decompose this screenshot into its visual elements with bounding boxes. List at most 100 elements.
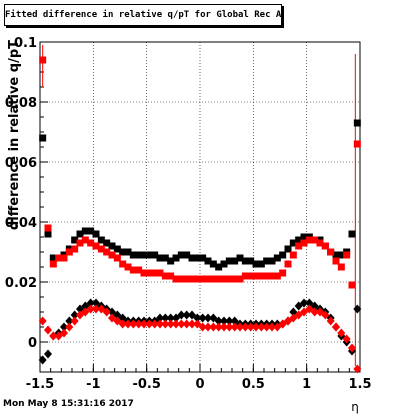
- series-3-point: [156, 313, 164, 323]
- series-2-point: [321, 242, 329, 250]
- series-1-point: [97, 236, 105, 244]
- series-1-point: [273, 254, 281, 262]
- series-4-point: [134, 319, 143, 329]
- series-2-point: [225, 275, 233, 283]
- series-4-point: [188, 319, 196, 329]
- series-4-point: [204, 322, 212, 332]
- series-1-point: [129, 251, 137, 259]
- series-1-point: [247, 257, 255, 265]
- series-4-point: [38, 316, 47, 326]
- series-4-point: [86, 304, 95, 314]
- series-1-point: [279, 251, 287, 259]
- series-4-point: [268, 322, 276, 332]
- series-4-point: [44, 325, 52, 335]
- series-1-point: [177, 251, 185, 259]
- series-1-point: [220, 260, 228, 268]
- series-1-point: [188, 254, 196, 262]
- y-tick-label: 0.08: [5, 96, 37, 111]
- series-1-point: [145, 251, 153, 259]
- series-4-point: [310, 307, 319, 317]
- series-4-point: [326, 316, 335, 326]
- series-2-point: [268, 272, 276, 280]
- y-tick-label: 0.02: [5, 276, 37, 291]
- series-2-point: [183, 275, 191, 283]
- series-2-point: [289, 251, 297, 259]
- series-4-point: [177, 319, 186, 329]
- series-3-point: [214, 316, 223, 326]
- series-4-point: [76, 310, 84, 320]
- series-4-point: [60, 328, 68, 338]
- series-2-point: [87, 239, 95, 247]
- series-4-point: [316, 307, 324, 317]
- series-3-point: [60, 322, 68, 332]
- series-4-point: [108, 313, 116, 323]
- series-3-point: [161, 313, 170, 323]
- series-2-point: [300, 239, 308, 247]
- series-1-point: [337, 251, 345, 259]
- series-4-point: [225, 322, 234, 332]
- series-2-point: [273, 272, 281, 280]
- series-2-point: [71, 245, 79, 253]
- series-2-point: [295, 242, 303, 250]
- series-4-point: [150, 319, 159, 329]
- series-1-point: [44, 230, 52, 238]
- y-tick-label: 0.04: [5, 216, 37, 231]
- series-4-point: [92, 304, 100, 314]
- series-4-point: [284, 316, 292, 326]
- series-3-point: [220, 316, 228, 326]
- series-4-point: [278, 319, 287, 329]
- series-4-point: [193, 319, 202, 329]
- series-2-point: [263, 272, 271, 280]
- x-tick-label: -1: [86, 377, 100, 392]
- series-4-point: [353, 364, 362, 374]
- series-1-point: [71, 236, 79, 244]
- series-2-point: [156, 269, 164, 277]
- series-3-point: [177, 310, 186, 320]
- series-1-point: [76, 230, 84, 238]
- series-3-point: [182, 310, 191, 320]
- chart-title: Fitted difference in relative q/pT for G…: [4, 4, 282, 26]
- series-4-point: [252, 322, 260, 332]
- series-2-point: [177, 275, 185, 283]
- series-4-point: [294, 310, 303, 320]
- series-4-point: [236, 322, 244, 332]
- series-4-point: [332, 322, 340, 332]
- series-2-point: [353, 140, 361, 148]
- series-1-point: [263, 257, 271, 265]
- series-4-point: [214, 322, 223, 332]
- series-2-point: [343, 251, 351, 259]
- series-3-point: [198, 313, 207, 323]
- series-2-point: [220, 275, 228, 283]
- series-4-point: [241, 322, 250, 332]
- series-1-point: [119, 248, 127, 256]
- series-1-point: [353, 119, 361, 127]
- series-4-point: [161, 319, 170, 329]
- series-1-point: [236, 254, 244, 262]
- y-axis-label: difference in relative q/pT: [7, 40, 22, 230]
- series-2-point: [103, 248, 111, 256]
- series-4-point: [337, 328, 346, 338]
- series-4-point: [182, 319, 191, 329]
- series-4-point: [166, 319, 175, 329]
- series-3-point: [225, 316, 234, 326]
- series-4-point: [49, 331, 58, 341]
- series-1-point: [151, 251, 159, 259]
- series-1-point: [167, 257, 175, 265]
- x-tick-label: -1.5: [26, 377, 54, 392]
- series-1-point: [108, 242, 116, 250]
- series-2-point: [332, 257, 340, 265]
- series-3-point: [44, 349, 52, 359]
- series-2-point: [145, 269, 153, 277]
- series-2-point: [316, 239, 324, 247]
- series-4-point: [209, 322, 218, 332]
- series-4-point: [140, 319, 148, 329]
- series-1-point: [81, 227, 89, 235]
- series-2-point: [188, 275, 196, 283]
- series-2-point: [108, 251, 116, 259]
- x-tick-label: -0.5: [132, 377, 160, 392]
- series-4-point: [342, 334, 351, 344]
- series-3-point: [70, 310, 79, 320]
- series-2-point: [327, 248, 335, 256]
- series-2-point: [81, 236, 89, 244]
